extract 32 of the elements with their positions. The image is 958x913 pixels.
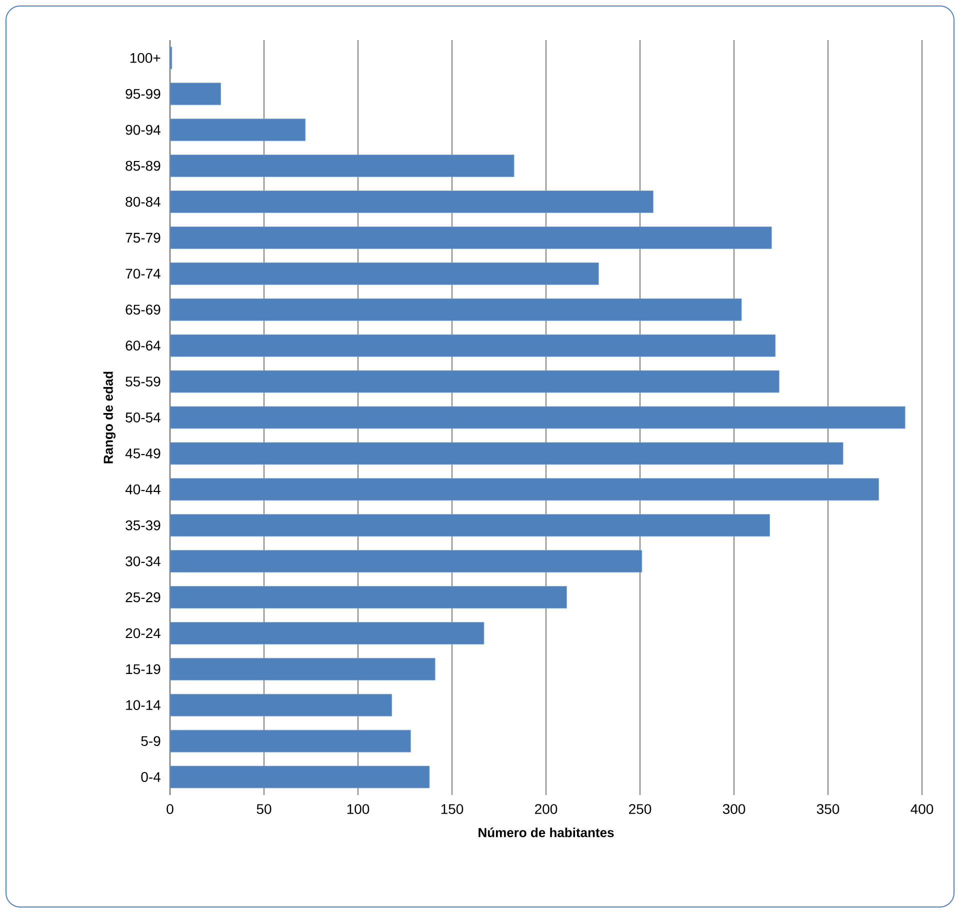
y-tick-label: 55-59	[126, 376, 160, 386]
y-tick-label: 65-69	[126, 304, 160, 315]
x-axis-title: Número de habitantes	[478, 828, 614, 838]
y-tick-label: 85-89	[126, 160, 160, 171]
x-tick-label: 200	[535, 804, 558, 814]
y-tick-label: 80-84	[126, 196, 160, 207]
y-tick-label: 90-94	[126, 124, 160, 135]
y-tick-label: 30-34	[126, 556, 160, 566]
y-tick-label: 15-19	[126, 664, 160, 674]
x-tick-label: 300	[722, 804, 746, 814]
y-tick-label: 5-9	[141, 736, 160, 746]
y-tick-label: 70-74	[126, 268, 160, 279]
x-tick-label: 350	[816, 804, 840, 814]
y-tick-label: 25-29	[126, 592, 160, 602]
x-tick-label: 0	[166, 804, 174, 814]
x-tick-label: 150	[441, 804, 464, 814]
x-tick-label: 50	[256, 804, 272, 814]
y-tick-label: 35-39	[126, 520, 160, 530]
x-tick-label: 400	[910, 804, 934, 814]
y-tick-label: 60-64	[126, 340, 160, 351]
y-tick-label: 45-49	[125, 448, 160, 458]
y-tick-label: 10-14	[126, 700, 160, 710]
y-tick-label: 40-44	[125, 484, 160, 494]
y-tick-label: 0-4	[141, 772, 160, 782]
y-tick-label: 75-79	[126, 232, 160, 243]
y-tick-label: 50-54	[126, 412, 160, 422]
x-tick-label: 250	[629, 804, 652, 814]
y-tick-label: 95-99	[126, 88, 160, 99]
y-tick-label: 20-24	[126, 628, 160, 638]
y-axis-title: Rango de edad	[103, 372, 116, 464]
y-tick-label: 100+	[130, 53, 160, 63]
x-tick-label: 100	[347, 804, 370, 814]
